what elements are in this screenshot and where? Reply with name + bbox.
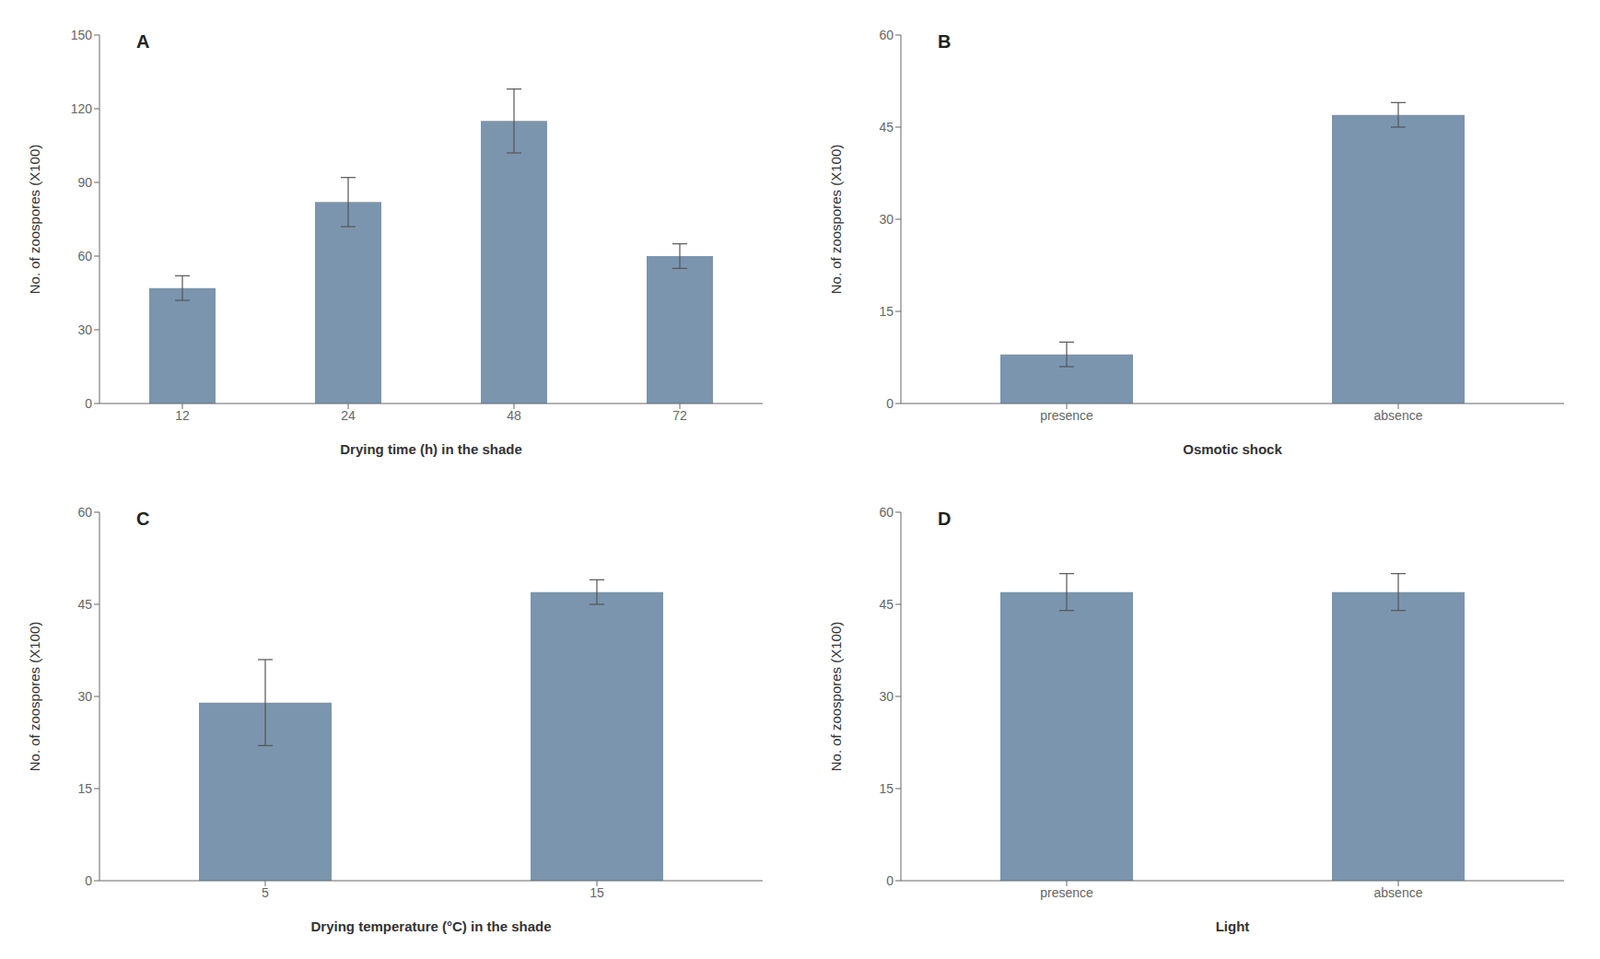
svg-text:90: 90 [77, 175, 93, 190]
svg-text:45: 45 [878, 119, 894, 135]
svg-text:72: 72 [672, 408, 688, 423]
svg-text:120: 120 [70, 101, 94, 117]
svg-text:No. of zoospores (X100): No. of zoospores (X100) [26, 144, 43, 295]
svg-text:60: 60 [77, 248, 93, 264]
svg-text:No. of zoospores (X100): No. of zoospores (X100) [26, 621, 43, 772]
svg-text:absence: absence [1374, 408, 1424, 423]
svg-text:45: 45 [77, 596, 93, 612]
svg-text:12: 12 [175, 408, 190, 423]
svg-text:Light: Light [1215, 918, 1250, 935]
svg-text:60: 60 [878, 504, 894, 520]
svg-text:0: 0 [84, 396, 93, 411]
svg-text:absence: absence [1374, 885, 1424, 900]
svg-text:presence: presence [1039, 885, 1094, 900]
svg-text:24: 24 [340, 408, 356, 423]
svg-text:0: 0 [886, 396, 894, 411]
svg-text:Osmotic shock: Osmotic shock [1182, 441, 1283, 457]
svg-text:30: 30 [77, 689, 93, 704]
html-text:A: A [136, 31, 150, 52]
svg-text:No. of zoospores (X100): No. of zoospores (X100) [828, 621, 844, 772]
svg-text:0: 0 [84, 873, 93, 888]
svg-text:60: 60 [878, 27, 894, 43]
html-text:D: D [937, 508, 952, 529]
svg-text:Drying time (h) in the shade: Drying time (h) in the shade [339, 441, 523, 457]
svg-text:15: 15 [77, 781, 93, 796]
svg-text:48: 48 [506, 408, 522, 423]
svg-text:5: 5 [261, 885, 269, 900]
svg-text:15: 15 [589, 885, 605, 900]
svg-text:30: 30 [878, 689, 894, 704]
html-text:B: B [937, 31, 952, 52]
svg-text:45: 45 [878, 596, 894, 612]
svg-text:150: 150 [70, 27, 94, 43]
svg-text:No. of zoospores (X100): No. of zoospores (X100) [828, 144, 844, 295]
svg-text:30: 30 [878, 211, 894, 227]
svg-text:presence: presence [1039, 408, 1094, 423]
svg-text:15: 15 [878, 303, 894, 319]
svg-text:15: 15 [878, 781, 894, 796]
svg-text:60: 60 [77, 504, 93, 520]
svg-text:0: 0 [886, 873, 894, 888]
html-text:C: C [136, 508, 150, 529]
svg-text:30: 30 [77, 322, 93, 338]
svg-text:Drying temperature (°C) in the: Drying temperature (°C) in the shade [310, 918, 551, 935]
